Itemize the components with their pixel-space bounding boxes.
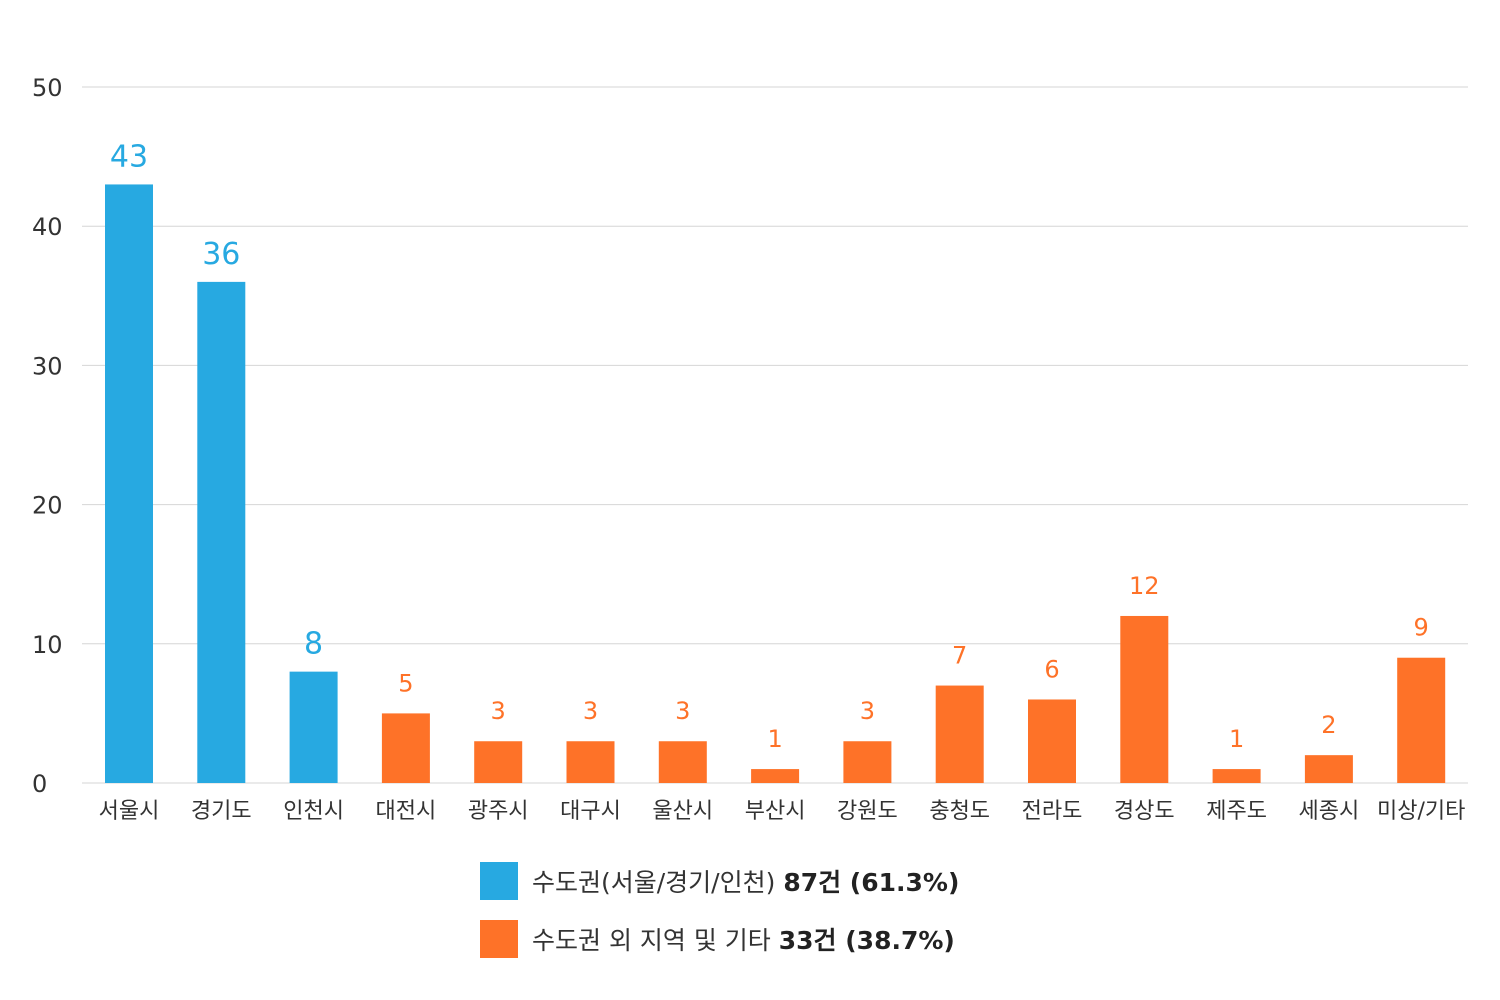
- x-tick-label-7: 부산시: [745, 799, 806, 824]
- y-tick-label: 30: [32, 352, 63, 380]
- x-tick-label-5: 대구시: [560, 799, 621, 824]
- bar-11: [1120, 615, 1169, 783]
- legend-label-capital: 수도권(서울/경기/인천) 87건 (61.3%): [532, 863, 959, 899]
- x-tick-label-12: 제주도: [1206, 799, 1267, 824]
- data-label-8: 3: [860, 697, 875, 725]
- legend-swatch-capital: [480, 862, 518, 900]
- y-axis-ticks: 0 10 20 30 40 50: [32, 74, 63, 798]
- y-tick-label: 20: [32, 492, 63, 520]
- data-label-11: 12: [1129, 572, 1160, 600]
- bar-4: [474, 741, 523, 783]
- data-label-12: 1: [1229, 725, 1244, 753]
- data-label-5: 3: [583, 697, 598, 725]
- bar-14: [1397, 657, 1446, 783]
- data-label-1: 36: [202, 237, 240, 272]
- x-tick-label-4: 광주시: [468, 799, 529, 824]
- y-tick-label: 40: [32, 213, 63, 241]
- bar-10: [1028, 699, 1076, 783]
- bar-13: [1304, 755, 1353, 783]
- x-tick-label-6: 울산시: [652, 799, 713, 824]
- legend: 수도권(서울/경기/인천) 87건 (61.3%) 수도권 외 지역 및 기타 …: [480, 862, 959, 978]
- bar-1: [197, 281, 246, 783]
- x-tick-label-10: 전라도: [1022, 799, 1083, 824]
- x-tick-label-13: 세종시: [1299, 799, 1360, 824]
- legend-item-other: 수도권 외 지역 및 기타 33건 (38.7%): [480, 920, 959, 958]
- bar-7: [751, 769, 800, 783]
- legend-swatch-other: [480, 920, 518, 958]
- bar-8: [843, 741, 892, 783]
- data-label-6: 3: [675, 697, 690, 725]
- bars: [105, 184, 1446, 783]
- x-tick-label-3: 대전시: [376, 799, 437, 824]
- legend-text-other: 수도권 외 지역 및 기타: [532, 926, 771, 955]
- data-label-14: 9: [1414, 614, 1429, 642]
- x-axis-ticks: 서울시 경기도 인천시 대전시 광주시 대구시 울산시 부산시 강원도 충청도 전라도 경상도 제주도 세…: [99, 799, 1466, 824]
- x-tick-label-14: 미상/기타: [1377, 799, 1465, 824]
- bar-0: [105, 184, 153, 783]
- data-label-0: 43: [110, 139, 148, 174]
- bar-6: [658, 741, 707, 783]
- x-tick-label-2: 인천시: [283, 799, 344, 824]
- legend-text-capital: 수도권(서울/경기/인천): [532, 868, 776, 897]
- legend-value-capital: 87건 (61.3%): [783, 868, 960, 897]
- data-label-3: 5: [398, 669, 413, 697]
- bar-5: [566, 741, 615, 783]
- x-tick-label-9: 충청도: [929, 799, 990, 824]
- data-label-10: 6: [1044, 655, 1059, 683]
- bar-3: [381, 713, 430, 783]
- legend-value-other: 33건 (38.7%): [778, 926, 955, 955]
- bar-9: [935, 685, 984, 783]
- data-label-7: 1: [767, 725, 782, 753]
- y-tick-label: 50: [32, 74, 63, 102]
- x-tick-label-0: 서울시: [99, 799, 160, 824]
- bar-12: [1212, 769, 1261, 783]
- data-label-13: 2: [1321, 711, 1336, 739]
- bar-2: [289, 671, 338, 783]
- x-tick-label-8: 강원도: [837, 799, 898, 824]
- data-label-9: 7: [952, 642, 967, 670]
- data-label-4: 3: [491, 697, 506, 725]
- y-tick-label: 10: [32, 631, 63, 659]
- y-tick-label: 0: [32, 770, 47, 798]
- x-tick-label-11: 경상도: [1114, 799, 1175, 824]
- legend-item-capital: 수도권(서울/경기/인천) 87건 (61.3%): [480, 862, 959, 900]
- legend-label-other: 수도권 외 지역 및 기타 33건 (38.7%): [532, 921, 955, 957]
- data-label-2: 8: [304, 627, 323, 662]
- x-tick-label-1: 경기도: [191, 799, 252, 824]
